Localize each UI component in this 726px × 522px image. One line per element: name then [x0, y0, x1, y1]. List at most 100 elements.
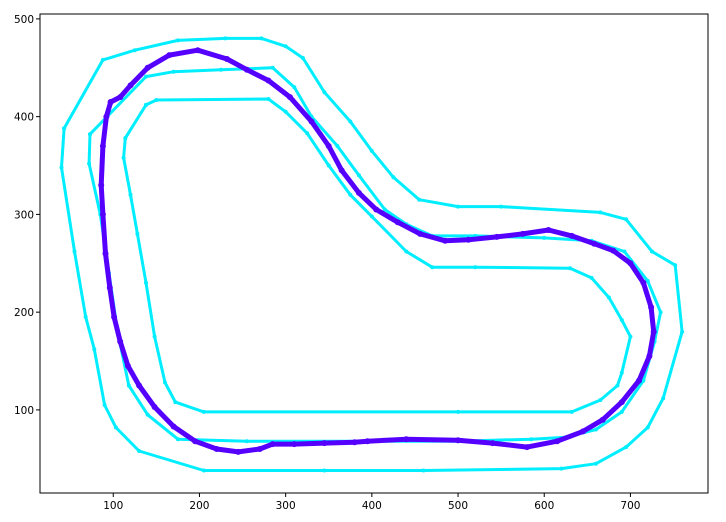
outer-boundary-point	[391, 175, 396, 180]
outer-boundary-point	[645, 425, 650, 430]
driven-path-point	[170, 423, 177, 430]
driven-path-point	[545, 227, 552, 233]
middle-boundary-line	[87, 66, 663, 443]
series-inner-boundary	[121, 97, 633, 414]
driven-path-point	[442, 237, 449, 244]
outer-boundary-point	[259, 36, 264, 41]
middle-boundary-point	[593, 427, 598, 432]
inner-boundary-point	[128, 192, 133, 197]
driven-path-point	[417, 230, 424, 237]
x-tick-label: 100	[103, 500, 123, 512]
driven-path-point	[351, 439, 358, 446]
outer-boundary-point	[650, 249, 654, 254]
series-driven-path	[98, 47, 657, 455]
driven-path-point	[394, 219, 401, 226]
outer-boundary-point	[673, 263, 678, 268]
outer-boundary-point	[72, 249, 77, 254]
driven-path-point	[243, 66, 250, 73]
middle-boundary-point	[145, 412, 150, 417]
inner-boundary-point	[123, 136, 128, 141]
x-tick-label: 200	[189, 500, 209, 512]
outer-boundary-point	[593, 461, 598, 466]
driven-path-point	[213, 446, 220, 452]
driven-path-point	[99, 211, 106, 218]
driven-path-point	[648, 304, 655, 311]
driven-path-point	[489, 440, 496, 447]
driven-path-point	[554, 438, 561, 445]
middle-boundary-point	[244, 439, 249, 444]
outer-boundary-point	[283, 44, 288, 49]
driven-path-point	[591, 240, 598, 247]
inner-boundary-point	[144, 280, 148, 285]
outer-boundary-point	[102, 403, 107, 407]
middle-boundary-point	[356, 173, 361, 178]
driven-path-point	[308, 118, 315, 125]
inner-boundary-point	[266, 97, 271, 101]
series-outer-boundary	[59, 36, 685, 473]
inner-boundary-point	[173, 400, 178, 405]
inner-boundary-point	[619, 318, 624, 322]
outer-boundary-point	[499, 204, 504, 209]
middle-boundary-point	[529, 437, 534, 442]
driven-path-point	[325, 143, 332, 149]
outer-boundary-point	[137, 449, 142, 453]
middle-boundary-point	[292, 85, 297, 90]
driven-path-point	[166, 52, 173, 59]
outer-boundary-point	[132, 48, 137, 53]
driven-path-point	[618, 399, 625, 406]
inner-boundary-point	[568, 266, 573, 271]
middle-boundary-point	[658, 310, 663, 315]
driven-path-point	[580, 428, 586, 435]
driven-path-point	[98, 182, 105, 189]
inner-boundary-point	[569, 409, 574, 414]
outer-boundary-point	[300, 56, 305, 60]
middle-boundary-point	[219, 67, 223, 72]
driven-path-point	[117, 94, 124, 101]
middle-boundary-point	[87, 161, 92, 166]
driven-path-point	[636, 377, 642, 384]
x-tick-label: 500	[448, 500, 468, 512]
inner-boundary-point	[473, 265, 478, 270]
driven-path-point	[111, 314, 118, 320]
inner-boundary-point	[606, 295, 611, 300]
outer-boundary-point	[348, 119, 353, 124]
y-tick-label: 200	[14, 307, 34, 319]
outer-boundary-point	[62, 126, 67, 131]
driven-path-point	[144, 64, 151, 71]
inner-boundary-point	[144, 102, 148, 107]
driven-path-point	[102, 250, 109, 257]
inner-boundary-point	[326, 163, 331, 168]
outer-boundary-line	[60, 36, 684, 472]
driven-path-point	[99, 143, 106, 149]
middle-boundary-point	[382, 207, 387, 212]
outer-boundary-point	[421, 468, 426, 473]
driven-path-point	[519, 230, 526, 237]
driven-path-point	[373, 206, 380, 213]
outer-boundary-point	[322, 468, 327, 473]
middle-boundary-point	[88, 132, 92, 137]
driven-path-point	[235, 448, 242, 455]
inner-boundary-point	[404, 249, 409, 254]
inner-boundary-point	[154, 98, 159, 102]
inner-boundary-point	[121, 155, 126, 160]
outer-boundary-point	[223, 36, 228, 41]
middle-boundary-point	[645, 278, 650, 283]
driven-path-point	[106, 284, 113, 291]
driven-path-point	[646, 353, 653, 360]
inner-boundary-point	[619, 370, 624, 375]
driven-path-point	[265, 77, 272, 84]
driven-path-point	[403, 436, 410, 443]
middle-boundary-point	[175, 437, 180, 442]
inner-boundary-point	[305, 131, 310, 136]
inner-boundary-point	[628, 334, 633, 339]
axis-layer: 100 200 300 400 500 600 700 100 200 300 400 500	[14, 14, 640, 512]
middle-boundary-point	[622, 249, 627, 254]
middle-boundary-point	[619, 409, 624, 414]
y-tick-label: 400	[14, 112, 34, 124]
driven-path-point	[364, 438, 371, 445]
driven-path-point	[287, 94, 293, 101]
outer-boundary-point	[598, 210, 603, 215]
driven-path-point	[192, 438, 199, 445]
inner-boundary-point	[152, 334, 157, 339]
